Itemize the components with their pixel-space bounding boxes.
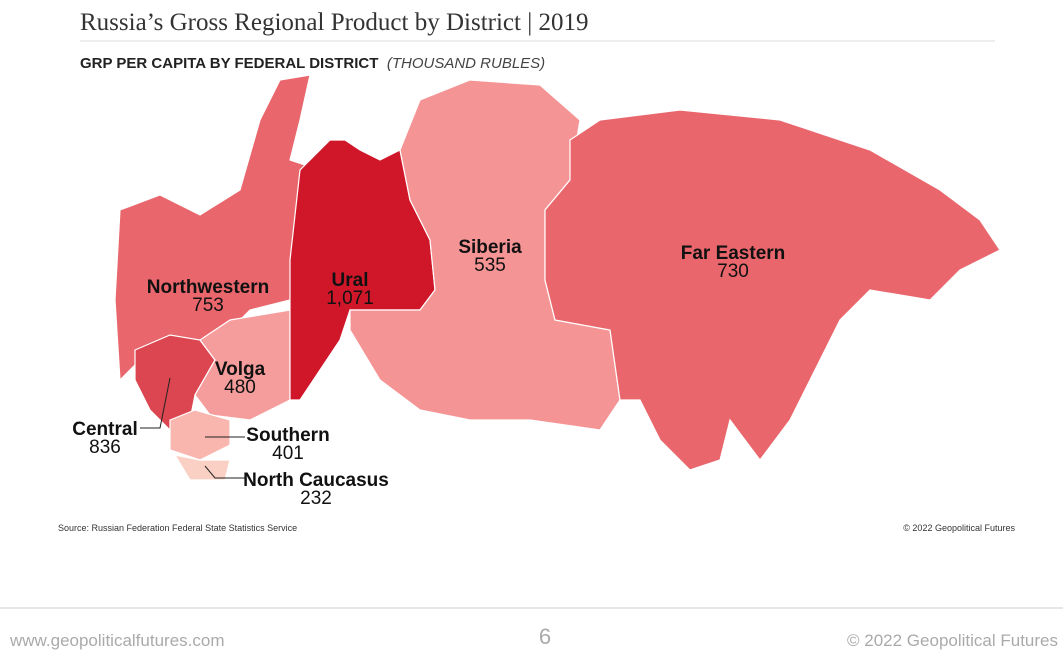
footer-website: www.geopoliticalfutures.com [9,631,224,650]
page-number: 6 [539,624,551,649]
district-value: 232 [300,488,332,509]
region [194,309,291,421]
footer-copyright: © 2022 Geopolitical Futures [847,631,1058,650]
district-value: 401 [272,443,304,464]
source: Source: Russian Federation Federal State… [58,523,297,533]
credit: © 2022 Geopolitical Futures [903,523,1015,533]
district-value: 836 [89,437,121,458]
region [169,409,231,461]
district-name: Far Eastern [681,243,786,264]
leaders [140,377,245,479]
district-value: 730 [717,261,749,282]
leader-line [140,377,171,429]
district-name: North Caucasus [243,470,389,491]
unit: (THOUSAND RUBLES) [387,55,545,72]
district-name: Northwestern [147,277,269,298]
title: Russia’s Gross Regional Product by Distr… [80,9,588,36]
district-name: Volga [215,359,266,380]
district-value: 480 [224,377,256,398]
map [114,74,1001,481]
district-value: 753 [192,295,224,316]
district-name: Siberia [458,237,522,258]
region [173,454,231,481]
district-value: 535 [474,255,506,276]
subtitle-text: GRP PER CAPITA BY FEDERAL DISTRICT [80,55,378,72]
leader-line [204,465,245,479]
district-name: Ural [332,270,369,291]
region [349,79,621,431]
region [134,334,216,431]
district-name: Central [72,419,137,440]
region [544,109,1001,471]
subtitle: GRP PER CAPITA BY FEDERAL DISTRICT (THOU… [80,55,545,72]
district-name: Southern [246,425,329,446]
district-value: 1,071 [326,288,374,309]
